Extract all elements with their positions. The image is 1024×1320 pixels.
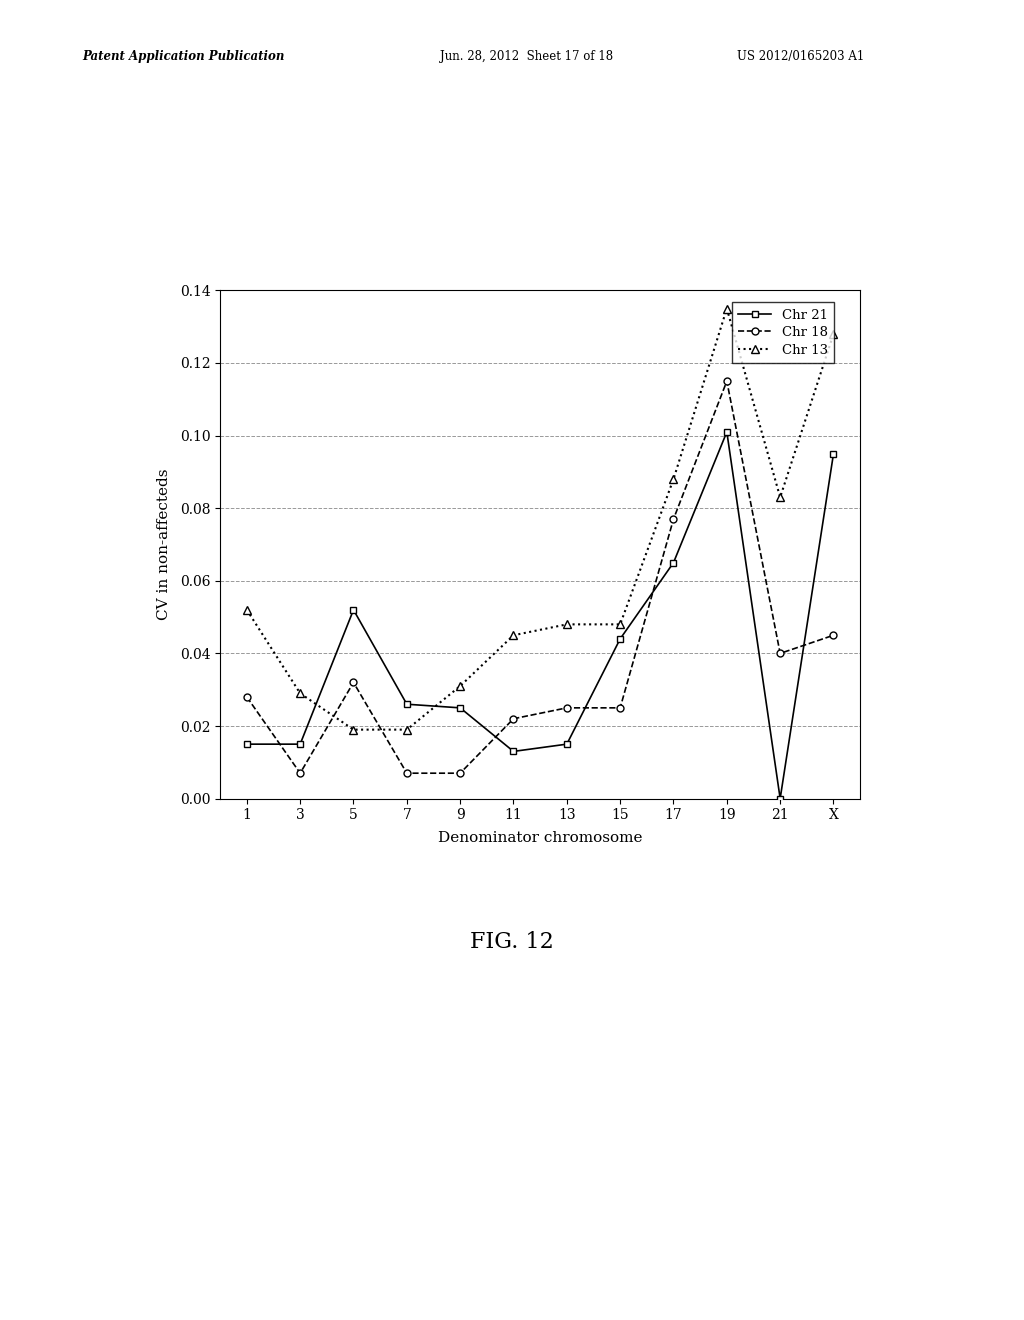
Line: Chr 21: Chr 21: [244, 429, 837, 803]
Chr 13: [774, 490, 786, 506]
Chr 18: [241, 689, 253, 705]
Y-axis label: CV in non-affecteds: CV in non-affecteds: [158, 469, 171, 620]
Chr 21: [774, 791, 786, 807]
Text: Jun. 28, 2012  Sheet 17 of 18: Jun. 28, 2012 Sheet 17 of 18: [440, 50, 613, 63]
Line: Chr 13: Chr 13: [243, 305, 838, 734]
Chr 18: [668, 511, 680, 527]
Chr 13: [241, 602, 253, 618]
X-axis label: Denominator chromosome: Denominator chromosome: [438, 830, 642, 845]
Line: Chr 18: Chr 18: [244, 378, 837, 776]
Chr 13: [827, 326, 840, 342]
Chr 21: [668, 554, 680, 570]
Chr 21: [454, 700, 466, 715]
Chr 18: [454, 766, 466, 781]
Chr 21: [561, 737, 573, 752]
Chr 21: [827, 446, 840, 462]
Chr 21: [294, 737, 306, 752]
Chr 18: [827, 627, 840, 643]
Chr 18: [294, 766, 306, 781]
Text: FIG. 12: FIG. 12: [470, 931, 554, 953]
Chr 13: [400, 722, 413, 738]
Chr 21: [241, 737, 253, 752]
Text: Patent Application Publication: Patent Application Publication: [82, 50, 285, 63]
Chr 21: [400, 697, 413, 713]
Text: US 2012/0165203 A1: US 2012/0165203 A1: [737, 50, 864, 63]
Chr 13: [721, 301, 733, 317]
Chr 21: [507, 743, 519, 759]
Chr 18: [721, 374, 733, 389]
Legend: Chr 21, Chr 18, Chr 13: Chr 21, Chr 18, Chr 13: [731, 302, 835, 363]
Chr 21: [721, 424, 733, 440]
Chr 18: [614, 700, 627, 715]
Chr 13: [507, 627, 519, 643]
Chr 13: [454, 678, 466, 694]
Chr 13: [294, 685, 306, 701]
Chr 21: [614, 631, 627, 647]
Chr 18: [400, 766, 413, 781]
Chr 18: [561, 700, 573, 715]
Chr 18: [774, 645, 786, 661]
Chr 18: [507, 710, 519, 726]
Chr 18: [347, 675, 359, 690]
Chr 13: [614, 616, 627, 632]
Chr 13: [347, 722, 359, 738]
Chr 13: [561, 616, 573, 632]
Chr 13: [668, 471, 680, 487]
Chr 21: [347, 602, 359, 618]
